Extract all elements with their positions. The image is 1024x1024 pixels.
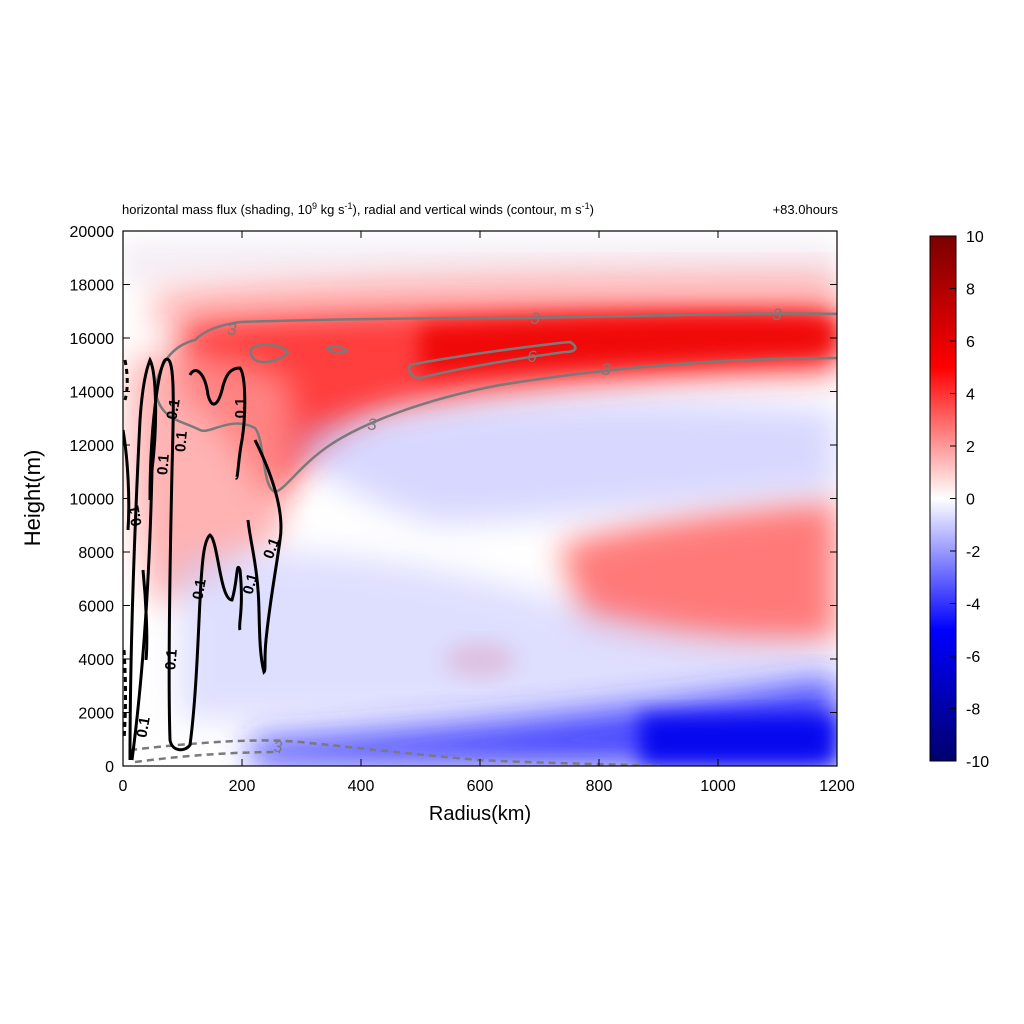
contour-labels: 0.1 0.1 0.1 0.1 0.1 0.1 0.1 0.1 0.1 0.1 … — [125, 305, 782, 756]
colorbar-tick-label: -6 — [966, 649, 980, 666]
shading-outflow-core — [420, 314, 837, 375]
x-tick-label: 200 — [229, 778, 256, 795]
radial-contour-3-lower — [153, 356, 837, 494]
colorbar-tick-label: 10 — [966, 229, 984, 246]
radial-contour-label: 3 — [530, 309, 540, 328]
vertical-contour-mid — [141, 569, 149, 661]
y-tick-label: 8000 — [78, 545, 114, 562]
vertical-wind-contours — [123, 356, 283, 761]
vertical-contour-label: 0.1 — [189, 577, 209, 600]
radial-contour-label: 3 — [274, 739, 283, 756]
x-tick-label: 800 — [586, 778, 613, 795]
radial-contour-label: 3 — [601, 360, 611, 379]
y-tick-label: 16000 — [70, 331, 115, 348]
colorbar-tick-label: -2 — [966, 544, 980, 561]
shading-outflow-light — [150, 270, 837, 330]
radial-contour-3-dashed — [129, 739, 661, 766]
x-axis: 0 200 400 600 800 1000 1200 — [119, 231, 855, 795]
x-tick-label: 1200 — [819, 778, 855, 795]
vertical-contour-inner — [148, 357, 243, 752]
x-tick-label: 400 — [348, 778, 375, 795]
y-tick-label: 6000 — [78, 599, 114, 616]
y-tick-label: 10000 — [70, 492, 115, 509]
vertical-contour-label: 0.1 — [232, 398, 249, 419]
y-tick-label: 4000 — [78, 652, 114, 669]
radial-contour-label: 3 — [367, 415, 377, 434]
radial-contour-label: 6 — [527, 347, 537, 366]
y-axis: 0 2000 4000 6000 8000 10000 12000 14000 16000 180… — [70, 224, 837, 776]
colorbar-tick-label: -4 — [966, 597, 980, 614]
vertical-contour-left — [123, 429, 131, 531]
colorbar-tick-label: 4 — [966, 387, 975, 404]
vertical-contour-label: 0.1 — [125, 504, 145, 527]
vertical-contour-label: 0.1 — [133, 715, 153, 738]
shading-inflow-core — [640, 715, 837, 766]
radial-contour-label: 3 — [772, 305, 782, 324]
x-axis-label: Radius(km) — [429, 803, 531, 825]
vertical-contour-right — [246, 439, 283, 675]
time-label: +83.0hours — [773, 202, 839, 217]
shading-lower-negative — [180, 552, 837, 720]
colorbar-tick-label: 2 — [966, 439, 975, 456]
y-tick-label: 0 — [105, 759, 114, 776]
colorbar-ticks: -10 -8 -6 -4 -2 0 2 4 6 8 10 — [950, 229, 989, 771]
vertical-contour-dashed-lower — [123, 649, 127, 741]
x-tick-label: 0 — [119, 778, 128, 795]
vertical-contour-label: 0.1 — [240, 572, 262, 597]
radial-contour-label: 3 — [227, 320, 237, 339]
y-tick-label: 20000 — [70, 224, 115, 241]
vertical-contour-dashed-left — [123, 359, 129, 401]
vertical-contour-label: 0.1 — [162, 648, 181, 670]
radial-contour-6 — [408, 340, 577, 380]
y-tick-label: 2000 — [78, 706, 114, 723]
radial-contour-3-dashed-inner — [134, 750, 281, 764]
colorbar-tick-label: 6 — [966, 334, 975, 351]
y-tick-label: 18000 — [70, 278, 115, 295]
vertical-contour-label: 0.1 — [154, 453, 173, 475]
radial-contour-3-upper — [153, 312, 837, 391]
chart-title: horizontal mass flux (shading, 109 kg s-… — [122, 201, 594, 217]
x-tick-label: 1000 — [700, 778, 736, 795]
vertical-contour-label: 0.1 — [163, 397, 183, 420]
colorbar-tick-label: 0 — [966, 492, 975, 509]
colorbar-tick-label: 8 — [966, 282, 975, 299]
shading-field — [123, 231, 837, 766]
x-tick-label: 600 — [467, 778, 494, 795]
radial-contour-3-blob1 — [249, 343, 290, 364]
y-axis-label: Height(m) — [20, 450, 45, 547]
vertical-contour-upper-lobe — [188, 366, 247, 480]
y-tick-label: 12000 — [70, 438, 115, 455]
vertical-contour-label: 0.1 — [172, 430, 191, 452]
radial-contour-3-blob2 — [324, 345, 350, 354]
shading-midlevel-negative — [300, 400, 837, 525]
radial-wind-contours — [129, 312, 837, 766]
y-tick-label: 14000 — [70, 385, 115, 402]
shading-midlevel-positive — [560, 500, 837, 644]
colorbar-tick-label: -10 — [966, 754, 989, 771]
vertical-contour-label: 0.1 — [260, 536, 283, 561]
colorbar-tick-label: -8 — [966, 702, 980, 719]
